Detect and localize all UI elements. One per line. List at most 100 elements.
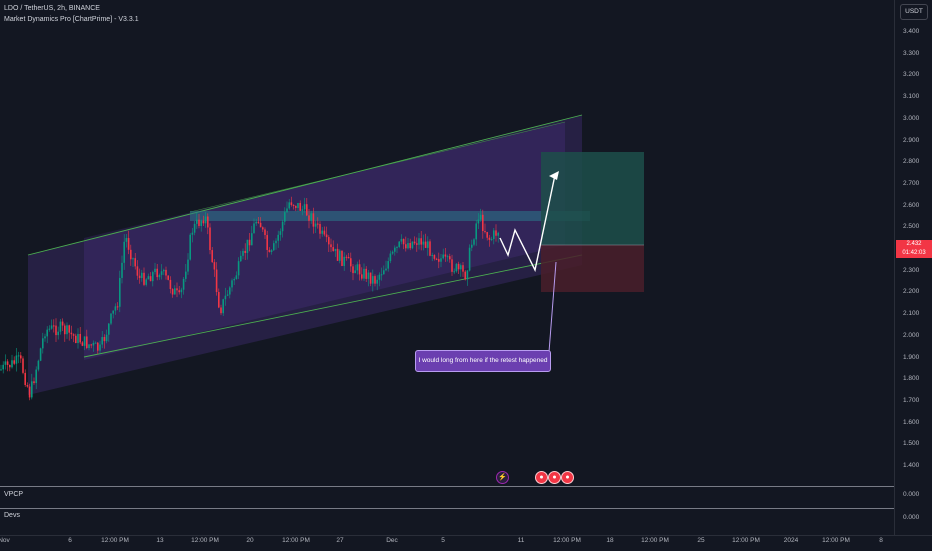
candle-body (460, 265, 462, 270)
candle-body (356, 264, 359, 271)
symbol-title[interactable]: LDO / TetherUS, 2h, BINANCE (4, 5, 100, 12)
candle-body (189, 234, 191, 260)
candle-body (490, 239, 493, 241)
candle-body (233, 279, 235, 281)
candle-body (154, 268, 156, 273)
candle-body (22, 358, 24, 373)
candle-body (165, 269, 167, 276)
candle-body (13, 360, 15, 364)
stop-zone[interactable] (541, 245, 644, 292)
time-label: 12:00 PM (101, 537, 129, 544)
resistance-zone[interactable] (190, 211, 590, 221)
target-zone[interactable] (541, 152, 644, 245)
lightning-icon[interactable]: ⚡ (496, 471, 509, 484)
candle-body (24, 372, 26, 385)
price-tick: 3.100 (903, 93, 920, 101)
candle-body (314, 223, 317, 227)
time-label: 12:00 PM (732, 537, 760, 544)
candle-body (427, 241, 429, 248)
candle-body (132, 258, 134, 260)
earnings-icon[interactable]: ● (548, 471, 561, 484)
candle-body (343, 256, 345, 266)
candlestick-series[interactable] (0, 196, 499, 401)
annotation-callout[interactable]: I would long from here if the retest hap… (415, 350, 551, 372)
time-label: Nov (0, 537, 10, 544)
candle-body (0, 369, 2, 371)
candle-body (482, 214, 484, 232)
currency-button[interactable]: USDT (900, 4, 928, 20)
candle-body (321, 230, 323, 234)
candle-body (68, 325, 70, 333)
earnings-icon[interactable]: ● (535, 471, 548, 484)
inner-channel-fill (84, 122, 565, 360)
candle-body (35, 369, 37, 384)
price-tick: 1.900 (903, 353, 920, 361)
candle-body (163, 269, 165, 272)
candle-body (444, 254, 447, 257)
candle-body (264, 229, 266, 236)
earnings-icon[interactable]: ● (561, 471, 574, 484)
candle-body (341, 250, 343, 266)
candle-body (290, 202, 293, 205)
candle-body (66, 325, 68, 335)
price-tick: 2.500 (903, 223, 920, 231)
candle-body (354, 270, 356, 274)
candle-body (295, 205, 297, 208)
time-label: 6 (68, 537, 72, 544)
candle-body (453, 271, 455, 273)
candle-body (413, 241, 416, 244)
candle-body (145, 279, 147, 285)
candle-body (156, 268, 158, 278)
last-price-value: 2.432 (906, 241, 922, 247)
time-label: 25 (697, 537, 705, 544)
callout-pointer (548, 261, 557, 353)
candle-body (204, 216, 207, 224)
candle-body (424, 241, 427, 248)
candle-body (174, 288, 176, 295)
candle-body (39, 348, 42, 361)
candle-body (328, 237, 330, 245)
price-tick: 2.300 (903, 266, 920, 274)
candle-body (152, 272, 154, 282)
candle-body (209, 227, 211, 251)
channel-lower-line[interactable] (83, 254, 583, 358)
price-tick: 1.800 (903, 375, 920, 383)
channel-inner-upper-line[interactable] (189, 121, 566, 213)
channel-upper-line[interactable] (27, 114, 583, 256)
candle-body (160, 271, 163, 275)
price-axis[interactable] (894, 0, 932, 535)
indicator-title[interactable]: Market Dynamics Pro [ChartPrime] - V3.3.… (4, 16, 139, 23)
candle-body (367, 272, 370, 279)
time-axis[interactable] (0, 535, 932, 551)
candle-body (136, 266, 139, 276)
candle-body (339, 250, 341, 261)
devs-pane[interactable] (0, 508, 894, 536)
time-label: 13 (156, 537, 164, 544)
price-tick: 1.500 (903, 440, 920, 448)
candle-body (94, 342, 97, 344)
candle-body (44, 336, 46, 339)
candle-body (171, 288, 174, 295)
candle-body (108, 323, 110, 335)
candle-body (400, 238, 403, 242)
candle-body (429, 241, 431, 256)
projection-path[interactable] (499, 174, 556, 273)
vpcp-pane[interactable] (0, 486, 894, 509)
candle-body (387, 261, 389, 269)
price-chart[interactable] (0, 0, 894, 485)
time-label: 12:00 PM (822, 537, 850, 544)
candle-body (466, 270, 469, 280)
candle-body (138, 275, 141, 279)
candle-body (127, 238, 130, 250)
candle-body (279, 231, 282, 235)
time-label: 12:00 PM (191, 537, 219, 544)
candle-body (446, 256, 449, 258)
candle-body (372, 276, 374, 284)
candle-body (398, 241, 400, 247)
candle-body (308, 215, 310, 221)
candle-body (266, 235, 268, 250)
time-label: 2024 (783, 537, 799, 544)
candle-body (134, 258, 136, 267)
candle-body (405, 244, 407, 249)
candle-body (325, 234, 328, 238)
